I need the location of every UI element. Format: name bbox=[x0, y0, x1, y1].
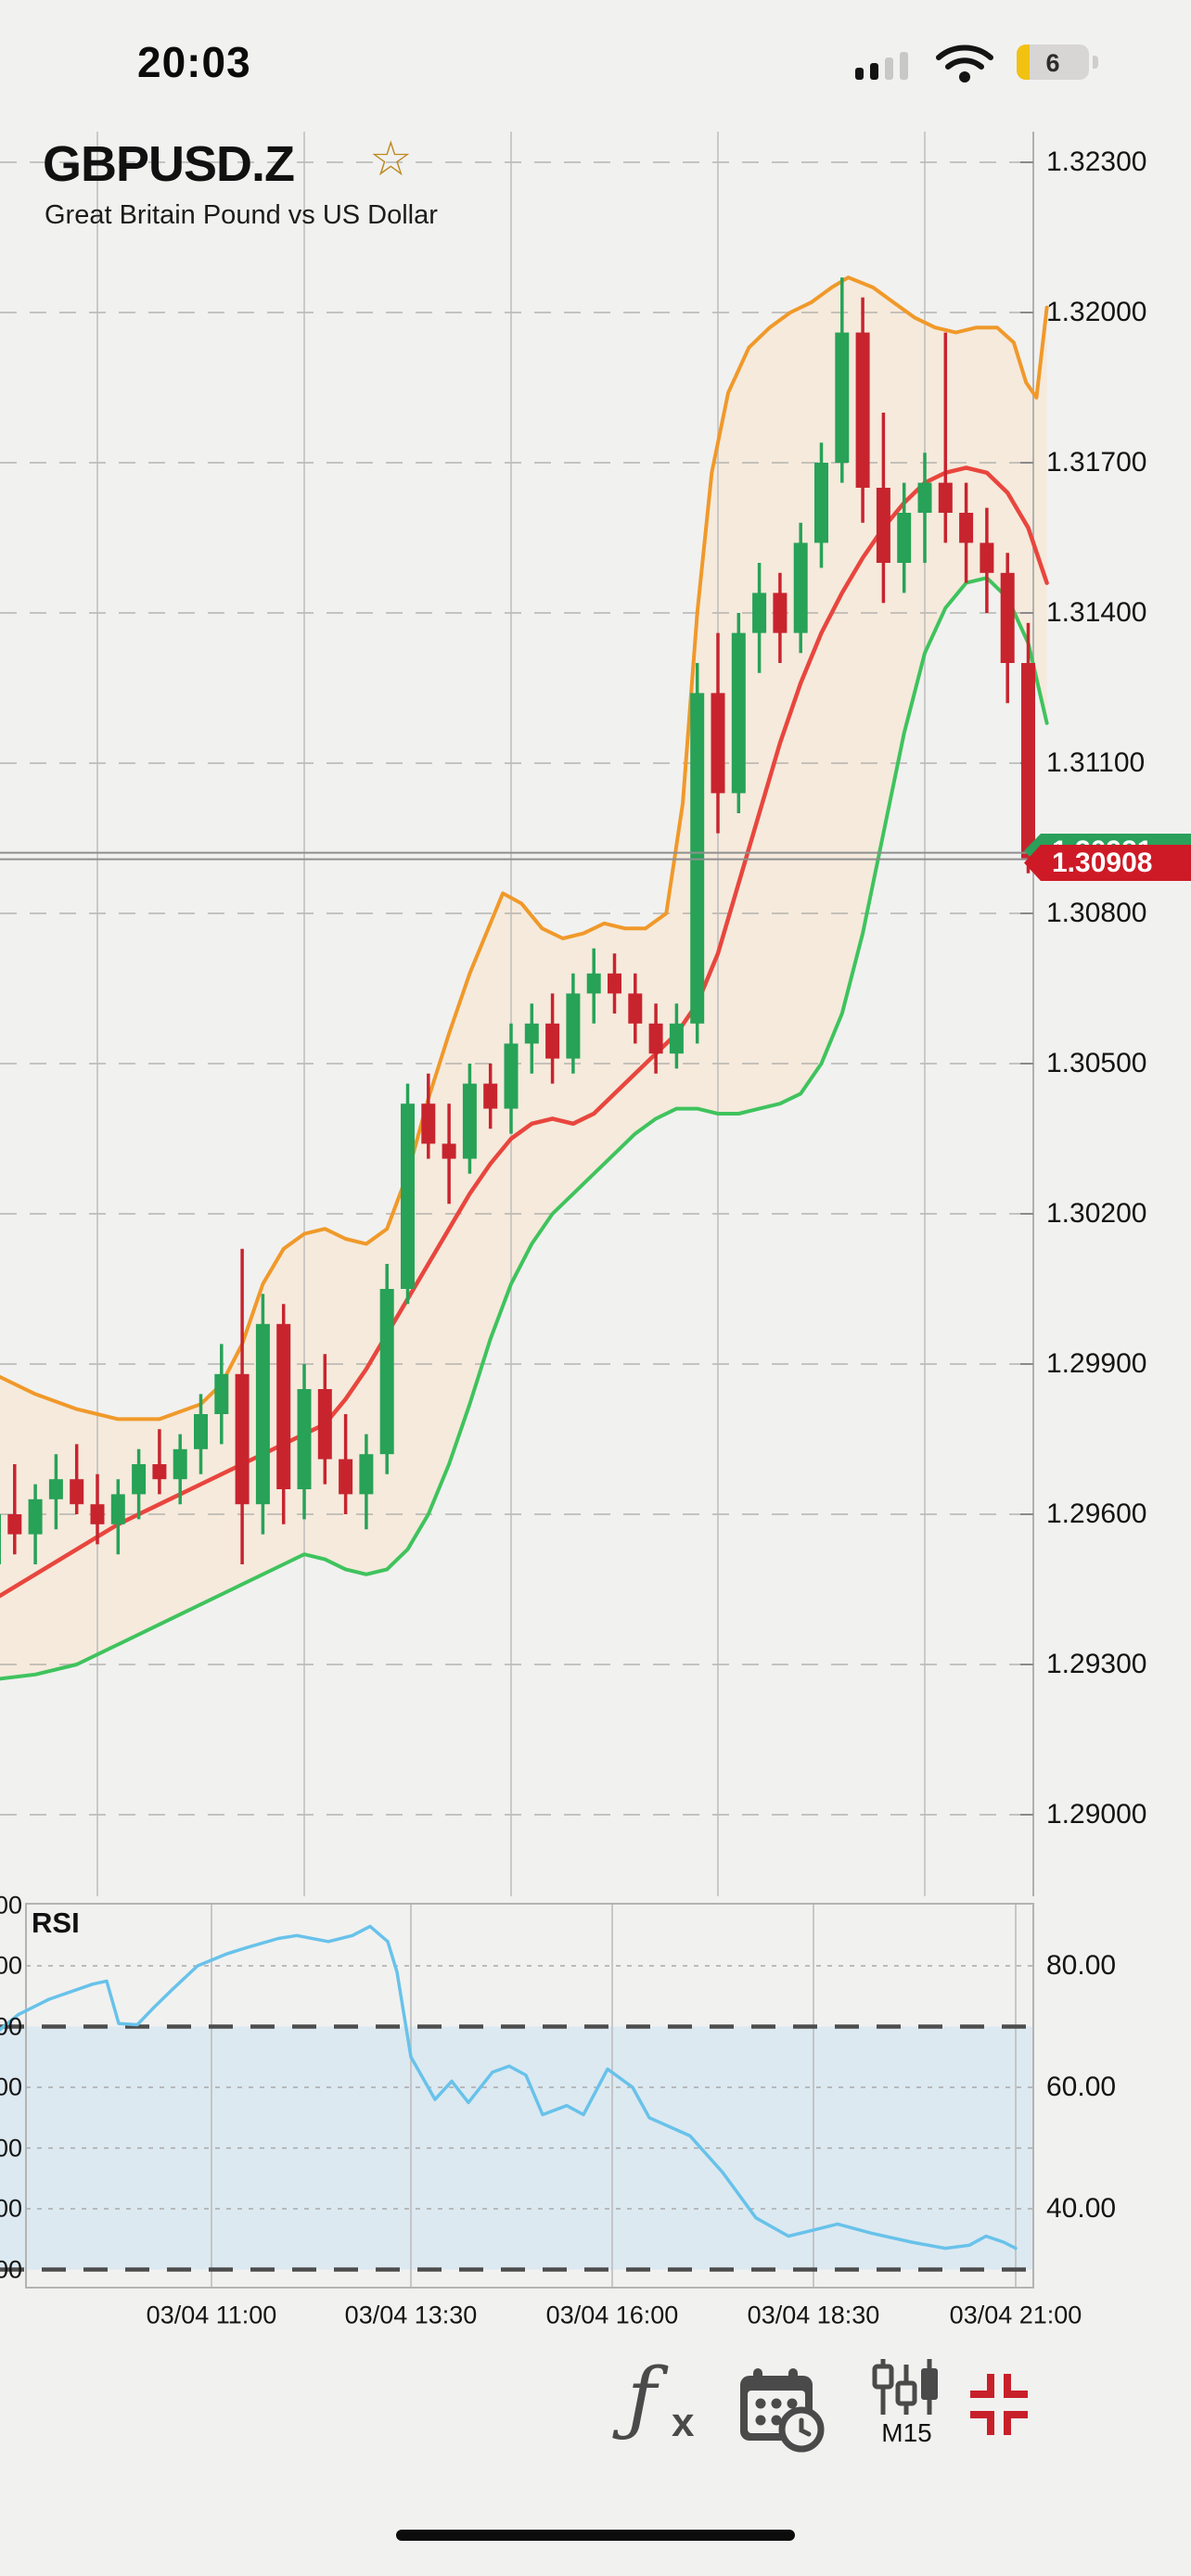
rsi-right-label: 40.00 bbox=[1046, 2193, 1117, 2224]
time-axis-label: 03/04 21:00 bbox=[949, 2301, 1082, 2329]
price-axis-label: 1.30800 bbox=[1046, 898, 1147, 928]
price-axis-label: 1.31700 bbox=[1046, 447, 1147, 478]
rsi-left-label: 30.00 bbox=[0, 2255, 22, 2283]
function-fx-icon: ƒ bbox=[627, 2352, 657, 2444]
favorite-star-icon[interactable]: ☆ bbox=[369, 133, 413, 186]
bollinger-lower-line bbox=[0, 576, 1049, 1681]
home-indicator[interactable] bbox=[396, 2530, 795, 2541]
symbol-description: Great Britain Pound vs US Dollar bbox=[45, 200, 438, 230]
rsi-left-label: 40.00 bbox=[0, 2194, 22, 2223]
battery-percent: 6 bbox=[1045, 49, 1060, 77]
candles-layer bbox=[0, 277, 1035, 1564]
price-axis-label: 1.30500 bbox=[1046, 1048, 1147, 1078]
function-fx-icon-x: x bbox=[672, 2400, 695, 2445]
price-axis-label: 1.32300 bbox=[1046, 147, 1147, 177]
economic-calendar-button[interactable] bbox=[733, 2363, 835, 2455]
calendar-clock-icon bbox=[740, 2368, 825, 2453]
wifi-icon bbox=[936, 45, 993, 83]
crosshair-icon bbox=[970, 2374, 1028, 2435]
price-axis-label: 1.31400 bbox=[1046, 597, 1147, 628]
timeframe-label: M15 bbox=[881, 2418, 932, 2447]
candles-settings-icon bbox=[872, 2359, 938, 2415]
status-time: 20:03 bbox=[137, 38, 251, 86]
rsi-left-label: 80.00 bbox=[0, 1951, 22, 1980]
rsi-left-label: 50.00 bbox=[0, 2134, 22, 2162]
time-axis-label: 03/04 16:00 bbox=[545, 2301, 679, 2329]
symbol-title: GBPUSD.Z bbox=[43, 136, 295, 192]
battery-fill bbox=[1017, 45, 1030, 80]
rsi-label: RSI bbox=[32, 1906, 80, 1939]
price-chart-surface[interactable] bbox=[0, 132, 1191, 1896]
price-axis-label: 1.32000 bbox=[1046, 297, 1147, 327]
time-axis-label: 03/04 11:00 bbox=[146, 2301, 277, 2329]
rsi-indicator-surface[interactable] bbox=[0, 1892, 1191, 2300]
crosshair-button[interactable] bbox=[957, 2363, 1041, 2446]
rsi-left-label: 70.00 bbox=[0, 2012, 22, 2040]
grid-layer bbox=[0, 132, 1033, 1896]
rsi-line bbox=[0, 1924, 1018, 2251]
price-axis-label: 1.29300 bbox=[1046, 1649, 1147, 1679]
price-axis-label: 1.29900 bbox=[1046, 1348, 1147, 1379]
price-axis-label: 1.29600 bbox=[1046, 1498, 1147, 1529]
battery-nub bbox=[1093, 56, 1098, 69]
rsi-right-label: 80.00 bbox=[1046, 1950, 1117, 1981]
price-axis-label: 1.30200 bbox=[1046, 1198, 1147, 1229]
rsi-left-label: 90.00 bbox=[0, 1891, 22, 1919]
timeframe-button[interactable]: M15 bbox=[863, 2357, 951, 2459]
indicators-fx-button[interactable]: ƒ x bbox=[623, 2352, 725, 2455]
bollinger-upper-line bbox=[0, 275, 1049, 1422]
price-axis-label: 1.29000 bbox=[1046, 1799, 1147, 1830]
time-axis-label: 03/04 13:30 bbox=[344, 2301, 478, 2329]
time-axis-label: 03/04 18:30 bbox=[747, 2301, 880, 2329]
cellular-signal-icon bbox=[855, 52, 908, 80]
bid-price-badge: 1.30908 bbox=[1024, 845, 1191, 881]
price-axis-label: 1.31100 bbox=[1046, 747, 1146, 778]
rsi-right-label: 60.00 bbox=[1046, 2072, 1117, 2102]
rsi-left-label: 60.00 bbox=[0, 2072, 22, 2101]
